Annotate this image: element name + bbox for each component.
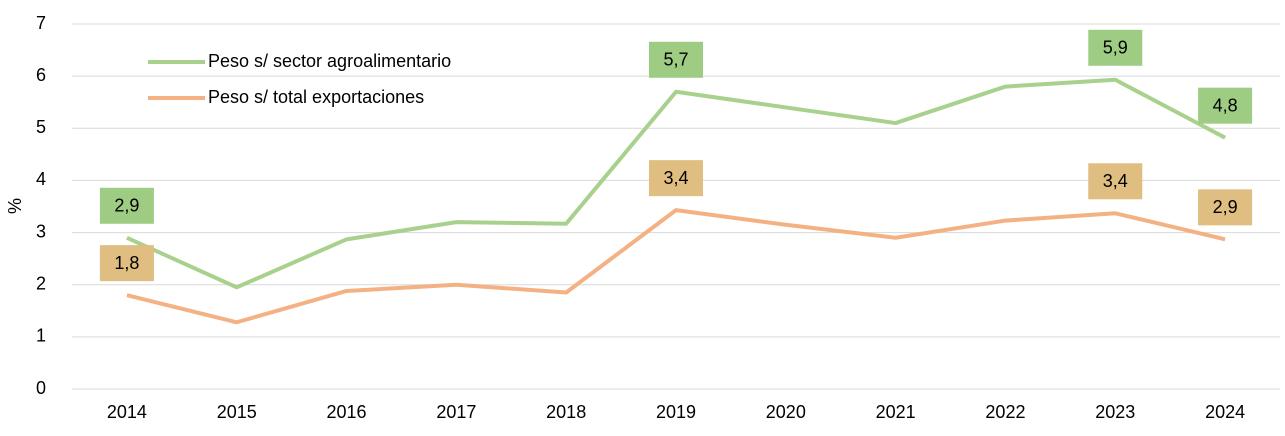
y-tick-label: 5 — [36, 117, 46, 137]
data-label: 2,9 — [1213, 197, 1238, 217]
x-tick-label: 2020 — [766, 402, 806, 422]
legend-label: Peso s/ total exportaciones — [208, 87, 424, 107]
y-tick-label: 2 — [36, 273, 46, 293]
x-tick-label: 2018 — [546, 402, 586, 422]
y-axis-label: % — [5, 198, 25, 214]
data-label: 5,9 — [1103, 38, 1128, 58]
data-label-box — [99, 245, 154, 282]
data-label: 2,9 — [114, 196, 139, 216]
x-tick-label: 2015 — [217, 402, 257, 422]
data-label-box — [1198, 189, 1253, 226]
y-tick-label: 4 — [36, 169, 46, 189]
data-label-box — [649, 41, 703, 78]
data-label: 3,4 — [1103, 171, 1128, 191]
x-tick-label: 2019 — [656, 402, 696, 422]
x-tick-label: 2023 — [1095, 402, 1135, 422]
data-label-box — [1088, 163, 1143, 200]
x-tick-label: 2021 — [876, 402, 916, 422]
y-tick-label: 3 — [36, 221, 46, 241]
x-tick-label: 2017 — [436, 402, 476, 422]
series-line — [126, 208, 1226, 325]
data-label: 5,7 — [663, 50, 688, 70]
data-label-box — [1198, 87, 1253, 124]
data-label: 1,8 — [114, 253, 139, 273]
legend-label: Peso s/ sector agroalimentario — [208, 51, 451, 71]
x-tick-label: 2014 — [107, 402, 147, 422]
data-label-box — [649, 160, 703, 197]
y-tick-label: 1 — [36, 326, 46, 346]
y-tick-label: 7 — [36, 13, 46, 33]
y-tick-label: 6 — [36, 65, 46, 85]
x-tick-label: 2022 — [985, 402, 1025, 422]
data-label: 3,4 — [663, 168, 688, 188]
x-tick-label: 2016 — [327, 402, 367, 422]
y-tick-label: 0 — [36, 378, 46, 398]
data-label: 4,8 — [1213, 95, 1238, 115]
data-label-box — [99, 187, 154, 224]
data-label-box — [1088, 29, 1143, 66]
series-line — [126, 77, 1227, 290]
x-tick-label: 2024 — [1205, 402, 1245, 422]
